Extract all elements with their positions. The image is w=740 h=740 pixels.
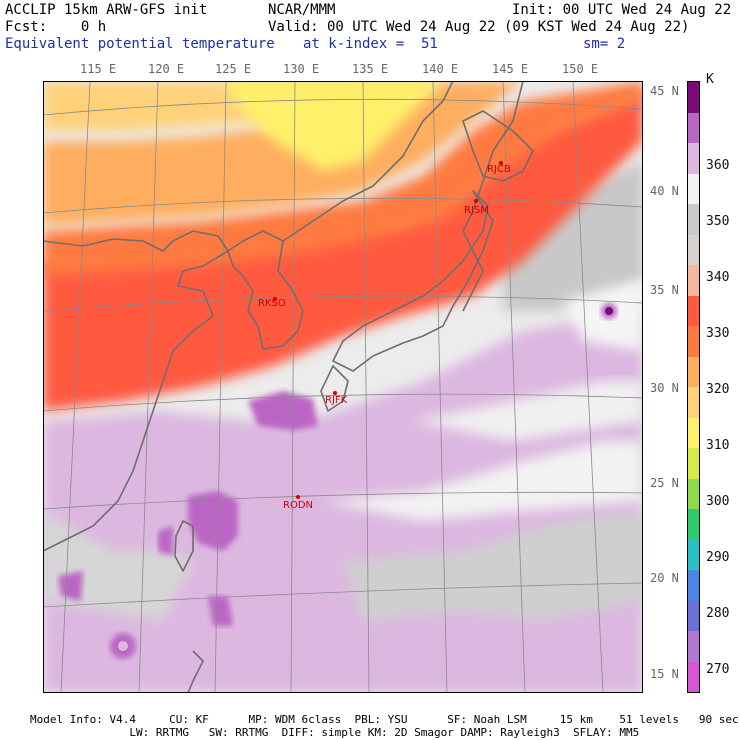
lon-label: 135 E (352, 62, 389, 76)
lon-label: 145 E (492, 62, 529, 76)
colorbar-segment (688, 356, 699, 387)
lat-label: 40 N (650, 184, 679, 198)
colorbar-label: 310 (706, 438, 730, 453)
colorbar-segment (688, 661, 699, 692)
colorbar-segment (688, 509, 699, 540)
lon-label: 115 E (80, 62, 117, 76)
colorbar (687, 81, 700, 693)
forecast-hour: Fcst: 0 h (5, 19, 107, 35)
colorbar-label: 350 (706, 214, 730, 229)
lat-label: 45 N (650, 84, 679, 98)
station-rjfk: RJFK (325, 391, 348, 406)
station-label: RJFK (325, 395, 348, 406)
colorbar-segment (688, 143, 699, 174)
theta-e-map: RJCB RJSM RKSO RJFK RODN (43, 81, 643, 693)
stations: RJCB RJSM RKSO RJFK RODN (258, 161, 511, 511)
station-label: RJSM (464, 205, 489, 216)
colorbar-segment (688, 326, 699, 357)
lat-label: 30 N (650, 381, 679, 395)
station-rkso: RKSO (258, 297, 286, 309)
lat-label: 20 N (650, 571, 679, 585)
model-info-line2: LW: RRTMG SW: RRTMG DIFF: simple KM: 2D … (30, 726, 640, 739)
colorbar-segment (688, 173, 699, 204)
colorbar-segment (688, 112, 699, 143)
colorbar-segment (688, 539, 699, 570)
station-rodn: RODN (283, 495, 313, 511)
lat-label: 25 N (650, 476, 679, 490)
colorbar-segment (688, 417, 699, 448)
lon-label: 125 E (215, 62, 252, 76)
lon-label: 120 E (148, 62, 185, 76)
model-info-line1: Model Info: V4.4 CU: KF MP: WDM 6class P… (30, 713, 739, 726)
colorbar-segment (688, 204, 699, 235)
station-rjsm: RJSM (464, 199, 489, 216)
lat-label: 15 N (650, 667, 679, 681)
colorbar-segment (688, 265, 699, 296)
smoothing-info: sm= 2 (583, 36, 626, 52)
colorbar-segment (688, 631, 699, 662)
colorbar-label: 340 (706, 270, 730, 285)
organization: NCAR/MMM (268, 2, 336, 18)
model-title: ACCLIP 15km ARW-GFS init (5, 2, 208, 18)
colorbar-segment (688, 570, 699, 601)
colorbar-segment (688, 387, 699, 418)
lon-label: 150 E (562, 62, 599, 76)
colorbar-segment (688, 448, 699, 479)
colorbar-segment (688, 478, 699, 509)
coastlines (43, 81, 534, 693)
colorbar-label: 300 (706, 494, 730, 509)
colorbar-segment (688, 82, 699, 113)
colorbar-segment (688, 600, 699, 631)
colorbar-label: 330 (706, 326, 730, 341)
graticule (43, 81, 643, 693)
colorbar-unit: K (706, 72, 714, 87)
station-rjcb: RJCB (487, 161, 511, 175)
colorbar-segment (688, 295, 699, 326)
lat-label: 35 N (650, 283, 679, 297)
lon-label: 130 E (283, 62, 320, 76)
colorbar-label: 360 (706, 158, 730, 173)
field-shading (43, 81, 643, 693)
colorbar-label: 290 (706, 550, 730, 565)
station-label: RKSO (258, 298, 286, 309)
colorbar-label: 280 (706, 606, 730, 621)
colorbar-label: 270 (706, 662, 730, 677)
colorbar-segment (688, 234, 699, 265)
init-time: Init: 00 UTC Wed 24 Aug 22 (512, 2, 732, 18)
field-name: Equivalent potential temperature (5, 36, 275, 52)
level-info: at k-index = 51 (303, 36, 438, 52)
station-label: RODN (283, 500, 313, 511)
colorbar-label: 320 (706, 382, 730, 397)
valid-time: Valid: 00 UTC Wed 24 Aug 22 (09 KST Wed … (268, 19, 690, 35)
station-label: RJCB (487, 164, 511, 175)
lon-label: 140 E (422, 62, 459, 76)
